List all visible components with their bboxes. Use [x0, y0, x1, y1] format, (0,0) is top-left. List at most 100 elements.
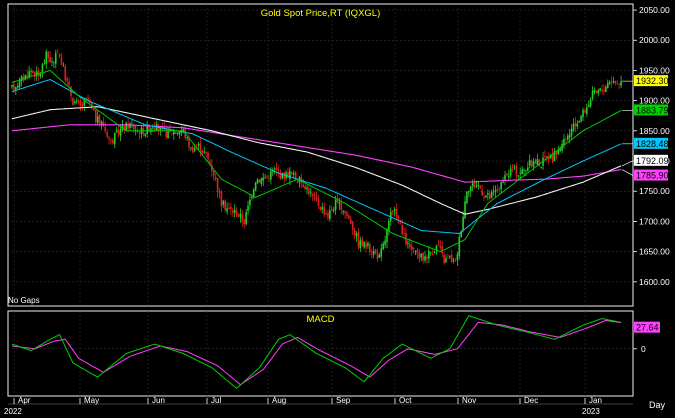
- candle-body: [108, 137, 110, 139]
- candle-body: [18, 79, 21, 88]
- year-label-2022: 2022: [4, 407, 22, 416]
- candle-body: [603, 89, 605, 92]
- candle-body: [54, 52, 57, 64]
- candle-body: [357, 232, 360, 247]
- candle-body: [176, 132, 179, 134]
- candle-body: [123, 126, 126, 130]
- candle-body: [323, 206, 325, 215]
- candle-body: [547, 157, 550, 160]
- candle-body: [450, 254, 453, 263]
- candle-body: [218, 191, 221, 194]
- candle-body: [193, 148, 196, 151]
- candle-body: [490, 192, 493, 199]
- candle-body: [410, 246, 413, 250]
- candle-body: [412, 248, 415, 250]
- candle-body: [20, 76, 23, 82]
- candle-body: [45, 51, 48, 64]
- candle-body: [481, 189, 483, 196]
- candle-body: [235, 210, 238, 216]
- candle-body: [62, 65, 65, 67]
- candle-body: [428, 250, 430, 259]
- candle-body: [317, 199, 320, 206]
- candle-body: [332, 209, 335, 211]
- last-value-label-ma_short: 1883.79: [636, 105, 669, 115]
- candle-body: [559, 149, 561, 151]
- candle-body: [87, 98, 89, 101]
- candle-body: [620, 81, 622, 86]
- candle-body: [557, 149, 560, 154]
- candle-body: [37, 70, 40, 76]
- candle-body: [311, 194, 314, 196]
- candle-body: [119, 129, 122, 136]
- candle-body: [51, 60, 53, 62]
- candle-body: [186, 137, 188, 139]
- candle-body: [351, 222, 354, 230]
- candle-body: [370, 252, 373, 254]
- candle-body: [287, 172, 289, 178]
- candle-body: [420, 253, 423, 258]
- candle-body: [60, 57, 63, 66]
- candle-body: [254, 182, 257, 191]
- candle-body: [306, 187, 308, 190]
- candle-body: [214, 176, 217, 180]
- candle-body: [517, 175, 520, 177]
- candle-body: [336, 198, 339, 203]
- candle-body: [353, 229, 356, 236]
- candle-body: [268, 178, 270, 179]
- candle-body: [68, 81, 70, 86]
- candle-body: [266, 176, 268, 178]
- candle-body: [515, 166, 518, 175]
- candle-body: [534, 162, 537, 164]
- candle-body: [112, 140, 114, 144]
- candle-body: [79, 100, 82, 106]
- candle-body: [224, 200, 226, 210]
- candle-body: [525, 170, 527, 172]
- interval-label: Day: [649, 400, 666, 410]
- candle-body: [426, 256, 428, 259]
- candle-body: [549, 154, 552, 159]
- candle-body: [502, 181, 504, 183]
- candle-body: [308, 188, 310, 195]
- candle-body: [220, 191, 223, 207]
- candle-body: [384, 240, 386, 245]
- macd-tick-label: 0: [641, 344, 646, 354]
- candle-body: [443, 254, 445, 264]
- candle-body: [167, 130, 169, 139]
- candle-body: [586, 107, 588, 115]
- last-value-tag-close: [634, 75, 668, 87]
- candle-body: [207, 152, 209, 160]
- price-panel-frame: [7, 3, 634, 307]
- candle-body: [369, 244, 371, 253]
- ma-short-line: [11, 69, 622, 253]
- candle-body: [378, 254, 381, 258]
- macd-last-label: 27.64: [636, 323, 659, 333]
- candle-body: [313, 195, 316, 197]
- candle-body: [536, 159, 539, 165]
- last-value-tag-ma_short: [634, 104, 668, 116]
- candle-body: [468, 191, 470, 193]
- candle-body: [605, 87, 607, 92]
- candle-body: [334, 199, 337, 210]
- candle-body: [216, 178, 219, 193]
- candle-body: [538, 159, 541, 167]
- candle-body: [506, 173, 508, 176]
- candle-body: [551, 153, 554, 163]
- candle-body: [380, 248, 383, 257]
- candle-body: [243, 220, 246, 225]
- candle-body: [445, 258, 447, 263]
- candle-body: [527, 167, 529, 171]
- candle-body: [475, 185, 478, 187]
- candle-body: [593, 89, 596, 93]
- candle-body: [247, 205, 249, 212]
- candle-body: [56, 51, 59, 53]
- candle-body: [133, 125, 135, 130]
- candle-body: [161, 127, 164, 128]
- candle-body: [494, 189, 497, 192]
- candle-body: [171, 133, 173, 135]
- candle-body: [576, 123, 579, 127]
- candle-body: [144, 133, 147, 136]
- candle-body: [439, 245, 442, 248]
- no-gaps-annotation: No Gaps: [8, 296, 40, 305]
- candle-body: [277, 171, 280, 173]
